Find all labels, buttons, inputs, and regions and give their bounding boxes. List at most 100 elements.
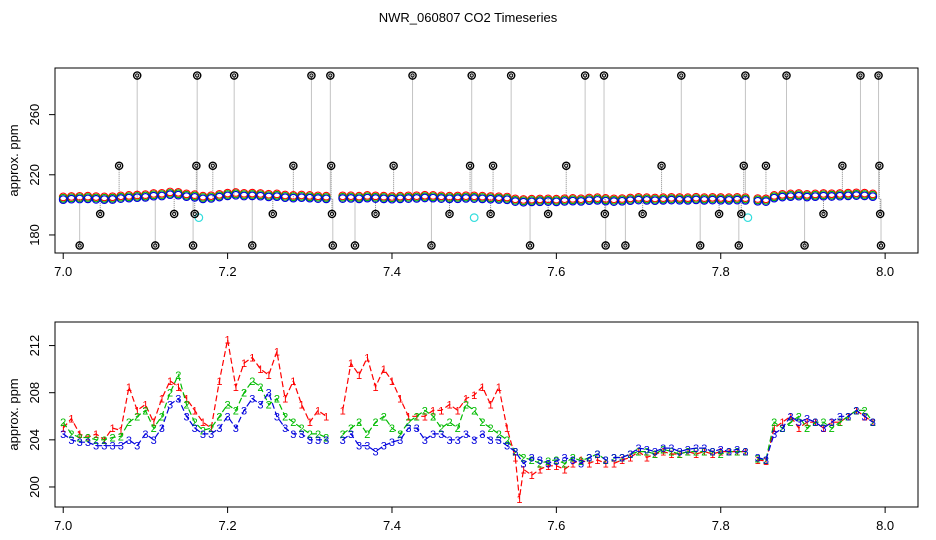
outlier-point	[580, 71, 590, 80]
series-1-marker: 1	[340, 405, 346, 417]
outlier-point	[192, 71, 202, 80]
series-3-point	[576, 197, 586, 206]
series-2-marker: 2	[611, 453, 617, 465]
series-1-marker: 1	[77, 429, 83, 441]
series-3-point	[108, 195, 117, 204]
series-3-point	[786, 192, 796, 201]
series-2-marker: 2	[233, 405, 239, 417]
series-3-point	[190, 192, 200, 202]
series-3-marker: 3	[364, 441, 370, 453]
series-2-marker: 2	[853, 405, 859, 417]
outlier-point	[229, 71, 239, 80]
outlier-point	[874, 71, 883, 80]
series-3-line	[613, 447, 746, 459]
series-3-marker: 3	[77, 437, 83, 449]
outlier-point-core	[309, 73, 314, 78]
series-3-marker: 3	[151, 435, 157, 447]
series-1-marker: 1	[85, 432, 91, 444]
series-3-marker: 3	[257, 399, 263, 411]
outlier-point	[192, 161, 201, 171]
series-3-point	[753, 196, 763, 206]
series-2-marker: 2	[488, 423, 494, 435]
series-3-marker: 3	[685, 444, 691, 456]
series-2-marker: 2	[668, 447, 674, 459]
series-1-marker: 1	[118, 425, 124, 437]
series-1-marker: 1	[299, 399, 305, 411]
outlier-point-core	[153, 243, 158, 248]
series-1-marker: 1	[109, 423, 115, 435]
series-1-marker: 1	[845, 411, 851, 423]
outlier-point-core	[329, 211, 335, 216]
outlier-point-core	[877, 163, 882, 168]
series-1-marker: 1	[192, 405, 198, 417]
outlier-point	[561, 161, 571, 171]
series-1-marker: 1	[389, 376, 395, 388]
series-3-marker: 3	[788, 411, 794, 423]
outlier-point-core	[602, 211, 607, 216]
outlier-point	[268, 209, 278, 219]
series-1-marker: 1	[323, 411, 329, 423]
series-1-marker: 1	[257, 364, 263, 376]
series-3-marker: 3	[200, 429, 206, 441]
outlier-point-core	[194, 163, 199, 168]
series-2-marker: 2	[257, 382, 263, 394]
x-tick-label: 7.8	[712, 264, 730, 279]
series-3-marker: 3	[307, 435, 313, 447]
series-2-marker: 2	[771, 417, 777, 429]
series-3-marker: 3	[820, 423, 826, 435]
series-3-point	[593, 195, 602, 205]
series-1-marker: 1	[488, 399, 494, 411]
series-2-marker: 2	[348, 423, 354, 435]
series-2-marker: 2	[829, 423, 835, 435]
outlier-point-core	[391, 163, 396, 168]
outlier-point-core	[603, 243, 608, 248]
series-1-marker: 1	[603, 458, 609, 470]
series-3-marker: 3	[562, 453, 568, 465]
series-3-marker: 3	[627, 449, 633, 461]
series-1-marker: 1	[755, 455, 761, 467]
series-2-marker: 2	[266, 399, 272, 411]
outlier-point	[389, 161, 398, 171]
series-3-point	[404, 194, 413, 203]
series-3-point	[231, 190, 241, 200]
series-3-point	[732, 195, 742, 205]
series-3-marker: 3	[455, 435, 461, 447]
series-3-point	[272, 192, 282, 201]
series-2-marker: 2	[364, 429, 370, 441]
outlier-point	[488, 161, 498, 171]
series-3-point	[247, 191, 257, 201]
series-3-point	[477, 194, 487, 204]
series-3-point	[395, 194, 405, 204]
series-2-marker: 2	[422, 405, 428, 417]
series-3-point	[642, 195, 652, 205]
outlier-point-core	[98, 211, 103, 216]
series-2-marker: 2	[779, 423, 785, 435]
series-2-marker: 2	[677, 449, 683, 461]
series-3-marker: 3	[718, 444, 724, 456]
series-3-point	[428, 193, 438, 203]
series-3-point	[868, 192, 878, 201]
series-1-marker: 1	[405, 411, 411, 423]
series-1-marker: 1	[266, 370, 272, 382]
plot-frame	[54, 67, 919, 254]
series-3-point	[453, 194, 463, 204]
series-1-line	[62, 339, 327, 441]
series-1-marker: 1	[804, 417, 810, 429]
plot-frame	[54, 321, 919, 508]
series-3-point	[527, 197, 537, 207]
series-2-marker: 2	[796, 411, 802, 423]
series-2-marker: 2	[594, 449, 600, 461]
outlier-point	[114, 161, 124, 171]
series-2-line	[757, 409, 874, 461]
outlier-point-core	[878, 243, 884, 248]
series-2-line	[342, 403, 607, 465]
series-2-marker: 2	[578, 456, 584, 468]
outlier-point	[599, 71, 609, 80]
series-1-marker: 1	[134, 405, 140, 417]
series-3-marker: 3	[537, 455, 543, 467]
outlier-point-core	[601, 73, 607, 78]
series-3-marker: 3	[652, 447, 658, 459]
series-3-marker: 3	[520, 458, 526, 470]
series-3-point	[794, 191, 804, 201]
series-3-point	[502, 195, 512, 205]
